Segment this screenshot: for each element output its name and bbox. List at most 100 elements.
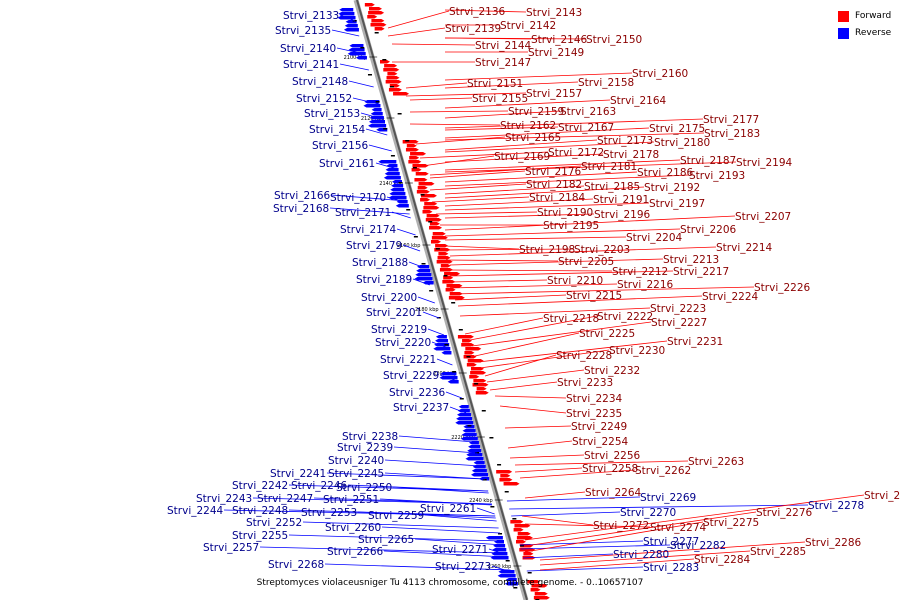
leader-line [486,369,585,383]
leader-line [408,261,426,269]
forward-gene-glyph [444,272,461,276]
leader-line [444,118,704,129]
leader-line [469,315,598,341]
legend: Forward Reverse [838,9,891,43]
gene-label: Strvi_2243 [196,493,252,505]
forward-gene-glyph [429,222,440,226]
misc-feature [420,194,425,196]
leader-line [511,511,621,517]
misc-feature [429,290,434,292]
leader-line [454,294,567,301]
reverse-gene-glyph [492,548,507,552]
misc-feature [527,572,532,574]
leader-line [444,139,598,151]
gene-label: Strvi_2133 [283,10,339,22]
misc-feature [459,398,464,400]
gene-label: Strvi_2176 [525,166,582,178]
forward-gene-glyph [431,236,448,240]
leader-line [444,202,650,211]
reverse-gene-glyph [369,120,385,124]
leader-line [524,523,651,528]
leader-line [431,196,530,203]
leader-line [479,349,610,369]
leader-line [457,295,703,307]
gene-label: Strvi_2253 [301,507,357,519]
misc-feature [520,545,525,547]
leader-line [444,9,527,13]
leader-line [489,381,558,391]
forward-gene-glyph [431,240,441,244]
gene-label: Strvi_2167 [558,122,614,134]
gene-label: Strvi_2195 [543,220,599,232]
gene-label: Strvi_2227 [651,317,707,329]
gene-label: Strvi_2244 [167,505,224,517]
forward-gene-glyph [457,335,474,339]
gene-label: Strvi_2268 [268,559,324,571]
gene-label: Strvi_2274 [650,522,707,534]
reverse-gene-glyph [468,445,481,449]
forward-gene-glyph [527,580,541,584]
reverse-gene-glyph [441,351,452,355]
gene-label: Strvi_2261 [420,503,476,515]
gene-label: Strvi_2220 [375,337,431,349]
leader-line [429,183,527,191]
gene-label: Strvi_2203 [574,244,630,256]
leader-line [393,446,478,454]
forward-gene-glyph [383,68,400,72]
forward-gene-glyph [462,339,473,343]
leader-line [365,128,388,136]
gene-label: Strvi_2177 [703,114,759,126]
gene-label: Strvi_2282 [670,540,726,552]
leader-line [539,558,695,571]
gene-label: Strvi_2284 [694,554,751,566]
gene-label: Strvi_2235 [566,408,622,420]
leader-line [429,165,582,176]
gene-label: Strvi_2166 [274,190,331,202]
leader-line [439,374,458,382]
leader-line [387,10,450,29]
leader-line [288,509,496,517]
tick-label: 2100 kbp [344,55,368,61]
leader-line [444,248,575,251]
reverse-gene-glyph [390,188,405,192]
reverse-gene-glyph [498,570,515,574]
leader-line [444,198,594,207]
misc-feature [374,32,379,34]
leader-line [419,151,549,159]
forward-gene-glyph [409,156,420,160]
forward-gene-glyph [422,210,433,214]
leader-line [509,504,809,510]
gene-label: Strvi_2155 [472,93,528,105]
reverse-gene-glyph [435,339,449,343]
gene-label: Strvi_2170 [330,192,386,204]
gene-label: Strvi_2147 [475,57,531,69]
forward-gene-glyph [370,23,387,27]
tick-label: 2140 kbp [379,181,403,187]
forward-gene-glyph [426,214,440,218]
gene-label: Strvi_2231 [667,336,723,348]
leader-line [444,213,595,219]
leader-line [435,211,538,215]
gene-label: Strvi_2189 [356,274,412,286]
leader-line [444,185,585,195]
leader-line [444,127,650,139]
leader-line [444,81,579,89]
leader-line [384,472,485,480]
forward-gene-glyph [386,76,400,80]
gene-label: Strvi_2148 [292,76,348,88]
gene-label: Strvi_2239 [337,442,393,454]
gene-label: Strvi_2212 [612,266,668,278]
leader-line [449,283,618,289]
leader-line [444,110,561,119]
forward-gene-glyph [388,88,402,92]
gene-label: Strvi_2238 [342,431,398,443]
tick-label: 2240 kbp [469,498,493,504]
tick-label: 2260 kbp [488,564,512,570]
forward-gene-glyph [380,60,390,64]
gene-label: Strvi_2221 [380,354,436,366]
leader-line [392,486,489,494]
label-leader-lines [223,9,865,573]
leader-line [444,171,638,183]
leader-line [412,278,430,286]
reverse-gene-glyph [370,112,383,116]
